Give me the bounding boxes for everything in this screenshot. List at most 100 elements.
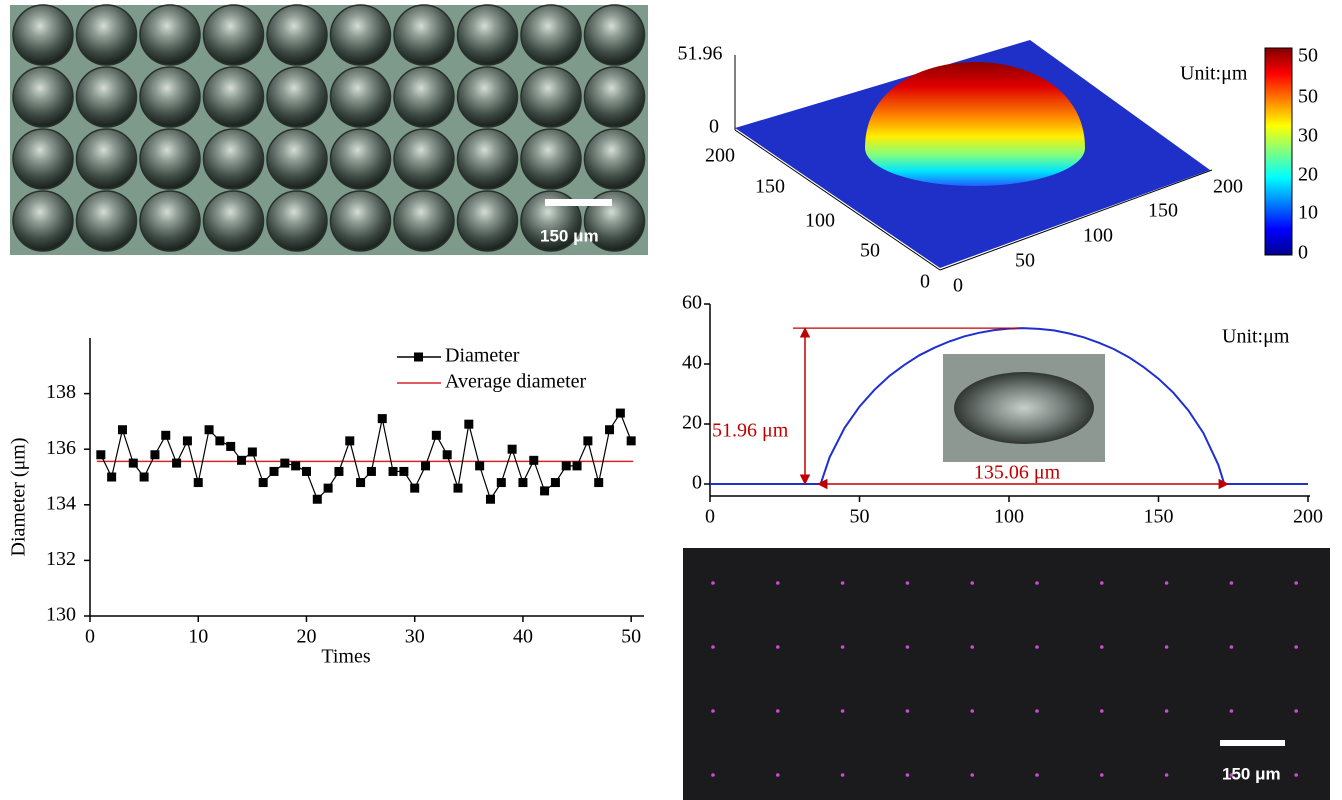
x-axis	[734, 129, 941, 271]
data-point	[193, 478, 203, 488]
microlens	[393, 4, 455, 66]
y-tick-label: 40	[682, 352, 702, 374]
y-tick-label: 0	[953, 275, 963, 297]
y-tick-label: 130	[46, 604, 76, 626]
data-point	[399, 466, 409, 476]
microlens	[75, 4, 138, 66]
colorbar-label: 50	[1298, 45, 1318, 67]
focal-spot	[1035, 645, 1039, 649]
focal-spot	[711, 709, 715, 713]
focal-spot	[776, 581, 780, 585]
data-point	[139, 472, 149, 482]
x-tick-label: 50	[621, 626, 641, 648]
x-tick-label: 200	[705, 145, 735, 167]
microlens	[139, 4, 201, 66]
z-tick-label: 0	[709, 116, 719, 138]
data-point	[464, 419, 474, 429]
data-point	[269, 466, 279, 476]
x-tick-label: 20	[296, 626, 316, 648]
data-point	[594, 478, 604, 488]
colorbar-label: 20	[1298, 164, 1318, 186]
microlens	[12, 66, 74, 128]
scale-bar	[1220, 740, 1285, 746]
y-tick-label: 100	[1083, 225, 1113, 247]
focal-spot	[905, 773, 910, 777]
focal-spot	[1035, 773, 1039, 777]
focal-spot	[1100, 645, 1104, 649]
y-tick-label: 0	[692, 472, 702, 494]
focal-spot	[1100, 581, 1104, 585]
microlens	[75, 128, 138, 190]
microlens	[456, 4, 519, 66]
focal-spot	[1164, 773, 1169, 777]
x-tick-label: 50	[850, 506, 870, 528]
focal-spot	[905, 581, 910, 585]
focal-spot	[711, 581, 715, 585]
microlens	[202, 4, 265, 66]
microlens	[266, 128, 328, 190]
x-tick-label: 200	[1293, 506, 1323, 528]
data-point	[226, 441, 236, 451]
surface-dome	[865, 62, 1085, 186]
legend-label: Average diameter	[445, 371, 587, 393]
data-point	[117, 425, 127, 435]
data-point	[431, 430, 441, 440]
focal-spot	[1294, 645, 1298, 649]
focal-spot	[840, 645, 845, 649]
focal-spot	[1229, 773, 1234, 777]
x-tick-label: 0	[85, 626, 95, 648]
scale-label: 150 μm	[1222, 764, 1281, 783]
x-tick-label: 30	[405, 626, 425, 648]
colorbar-label: 10	[1298, 202, 1318, 224]
data-point	[518, 478, 528, 488]
microlens	[583, 66, 646, 128]
height-label: 51.96 μm	[712, 420, 789, 442]
data-line	[100, 411, 632, 501]
x-axis-title: Times	[321, 646, 371, 668]
focal-spot	[776, 645, 780, 649]
microlens	[75, 190, 138, 252]
focal-spot	[1035, 709, 1039, 713]
data-point	[204, 425, 214, 435]
x-tick-label: 10	[188, 626, 208, 648]
focal-spot	[711, 773, 715, 777]
colorbar-label: 0	[1298, 242, 1308, 264]
microlens	[75, 66, 138, 128]
data-point	[550, 478, 560, 488]
focal-spot	[1294, 773, 1298, 777]
data-point	[507, 444, 517, 454]
y-tick-label: 20	[682, 412, 702, 434]
colorbar-label: 30	[1298, 125, 1318, 147]
micrograph	[10, 4, 648, 255]
microlens	[12, 4, 74, 66]
microlens	[520, 4, 582, 66]
y-tick-label: 60	[682, 292, 702, 314]
microlens	[393, 66, 455, 128]
data-point	[312, 494, 322, 504]
focal-spot	[1294, 709, 1298, 713]
data-point	[172, 458, 182, 468]
data-point	[280, 458, 290, 468]
microlens	[266, 190, 328, 252]
y-tick-label: 134	[46, 492, 76, 514]
data-point	[247, 447, 257, 457]
focal-spot	[776, 773, 780, 777]
fluorescence-background	[683, 548, 1330, 800]
data-point	[356, 478, 366, 488]
data-point	[334, 466, 344, 476]
data-point	[615, 408, 625, 418]
microlens	[520, 66, 582, 128]
x-tick-label: 150	[1144, 506, 1174, 528]
microlens	[329, 190, 392, 252]
x-tick-label: 40	[513, 626, 533, 648]
data-point	[301, 466, 311, 476]
microlens	[393, 128, 455, 190]
data-point	[291, 461, 301, 471]
data-point	[561, 461, 571, 471]
data-point	[161, 430, 171, 440]
focal-spot	[970, 773, 974, 777]
x-tick-label: 0	[920, 271, 930, 293]
focal-spot	[1164, 709, 1169, 713]
focal-spot	[840, 709, 845, 713]
